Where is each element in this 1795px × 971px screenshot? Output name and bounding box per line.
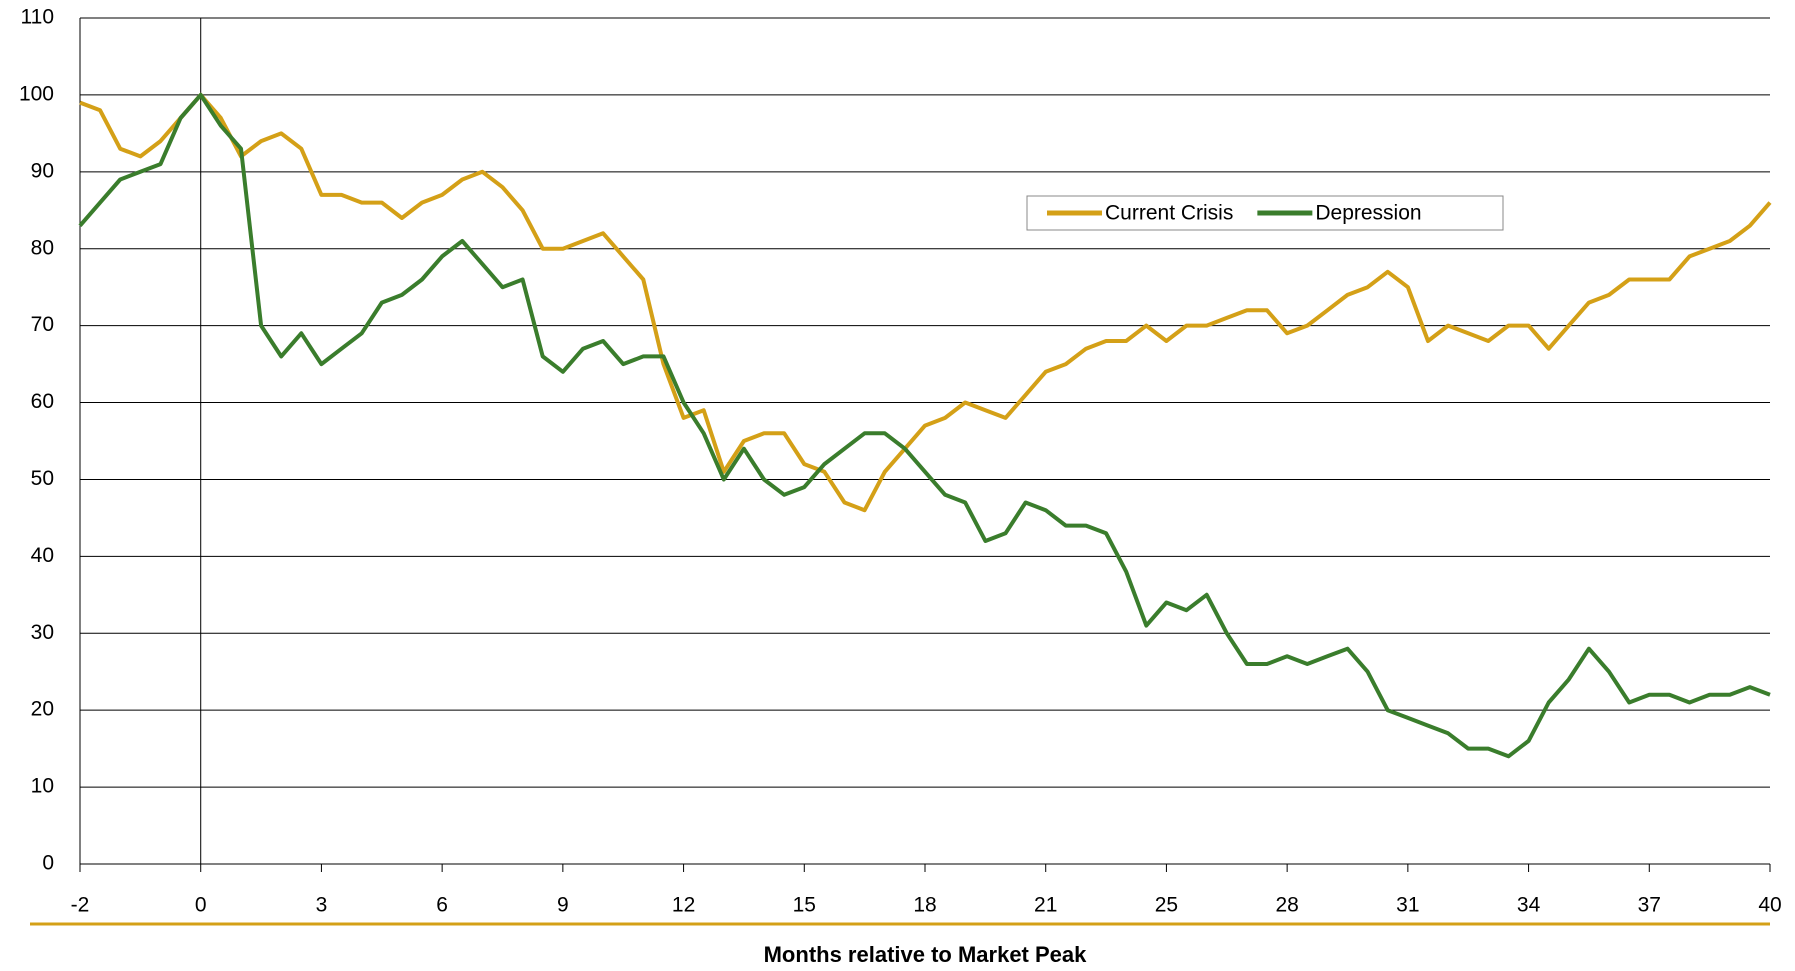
x-tick-label: 9: [557, 894, 569, 917]
x-tick-label: 34: [1517, 894, 1541, 917]
x-tick-label: 25: [1155, 894, 1178, 917]
y-tick-label: 30: [31, 621, 54, 644]
x-tick-label: 15: [793, 894, 816, 917]
x-tick-label: 3: [316, 894, 328, 917]
series-line: [78, 92, 1771, 759]
legend-label: Current Crisis: [1105, 202, 1233, 225]
x-tick-label: 18: [913, 894, 936, 917]
x-tick-label: -2: [71, 894, 90, 917]
x-tick-label: 40: [1758, 894, 1781, 917]
x-tick-label: 31: [1396, 894, 1419, 917]
y-tick-label: 100: [19, 82, 54, 105]
x-tick-label: 37: [1638, 894, 1661, 917]
y-tick-label: 110: [21, 6, 54, 29]
x-tick-label: 21: [1034, 894, 1057, 917]
y-tick-label: 80: [31, 236, 54, 259]
x-tick-label: 0: [195, 894, 207, 917]
x-tick-label: 28: [1275, 894, 1298, 917]
legend-label: Depression: [1315, 202, 1421, 225]
series-line: [79, 92, 1772, 513]
x-axis-title: Months relative to Market Peak: [764, 942, 1088, 966]
y-tick-label: 10: [31, 775, 54, 798]
x-tick-label: 12: [672, 894, 695, 917]
y-tick-label: 50: [31, 467, 54, 490]
y-tick-label: 60: [31, 390, 54, 413]
y-tick-label: 70: [31, 313, 54, 336]
x-tick-label: 6: [436, 894, 448, 917]
y-tick-label: 90: [31, 159, 54, 182]
y-tick-label: 40: [31, 544, 54, 567]
y-tick-label: 20: [31, 698, 54, 721]
y-tick-label: 0: [42, 852, 54, 875]
